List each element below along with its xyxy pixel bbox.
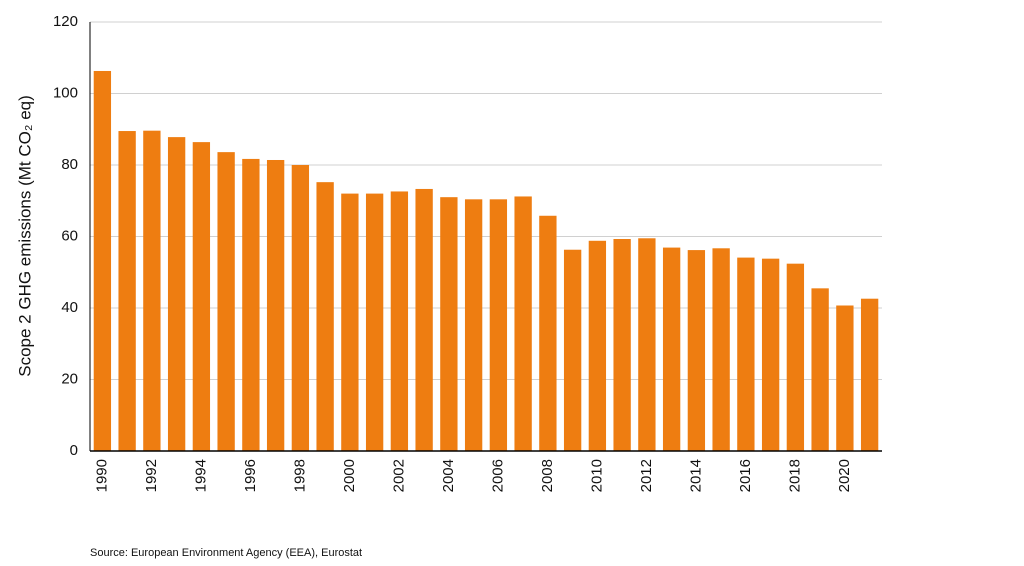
x-tick-label: 2012 [638,459,655,492]
bar [514,196,532,451]
y-tick-label: 120 [53,13,78,30]
source: Source: European Environment Agency (EEA… [90,547,362,559]
bar [489,199,508,451]
y-tick-label: 0 [70,442,78,459]
x-tick-label: 2004 [440,459,457,492]
bar [316,182,334,451]
bar [291,165,310,451]
bar [761,258,780,451]
bar [811,288,829,451]
y-tick-label: 20 [61,370,78,387]
bar [118,131,136,451]
x-tick-label: 2002 [390,459,407,492]
y-tick-label: 60 [61,227,78,244]
x-tick-label: 2016 [737,459,754,492]
bar [167,137,186,452]
bar [712,248,730,451]
bar [217,152,235,451]
x-tick-label: 2020 [836,459,853,492]
bar [638,238,656,451]
x-tick-label: 2008 [539,459,556,492]
x-tick-label: 1998 [291,459,308,492]
x-tick-label: 2014 [687,459,704,492]
bar [588,240,607,451]
bar [390,191,409,451]
x-tick-label: 1994 [192,459,209,492]
bar [613,239,631,451]
bar [93,70,112,451]
y-tick-label: 40 [61,299,78,316]
bar [836,305,854,451]
bar [440,197,458,451]
bar [464,199,483,451]
x-tick-label: 1990 [93,459,110,492]
x-tick-label: 2000 [341,459,358,492]
bar [786,263,805,451]
x-tick-label: 2006 [489,459,506,492]
bar [737,257,755,451]
bar [341,193,359,451]
bar [266,159,285,451]
x-tick-label: 1996 [242,459,259,492]
bar [539,215,557,451]
y-tick-label: 100 [53,84,78,101]
bar [192,142,211,451]
bar [143,130,161,451]
x-tick-label: 2018 [786,459,803,492]
bar [563,249,582,451]
bar [860,298,879,451]
y-tick-label: 80 [61,156,78,173]
bar [415,188,433,451]
x-tick-label: 2010 [588,459,605,492]
bar [687,250,706,451]
bar [365,193,384,451]
x-tick-label: 1992 [143,459,160,492]
y-axis-label: Scope 2 GHG emissions (Mt CO₂ eq) [15,95,34,377]
bar [662,247,681,451]
bar [242,158,260,452]
